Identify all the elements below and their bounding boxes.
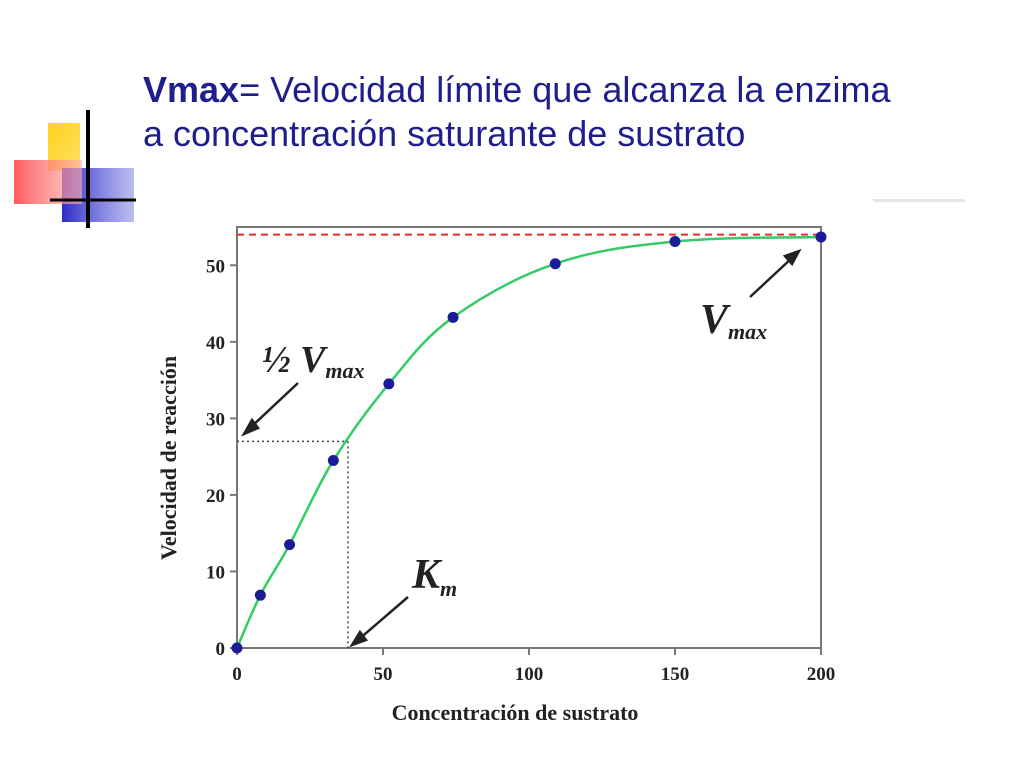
km-main: K — [411, 552, 443, 598]
x-tick-label: 150 — [661, 664, 690, 685]
x-tick-label: 100 — [515, 664, 544, 685]
km-arrowhead — [349, 629, 369, 648]
decorative-squares — [14, 110, 136, 228]
y-axis-label: Velocidad de reacción — [156, 356, 181, 560]
km-subscript: m — [440, 576, 457, 601]
data-point — [284, 539, 296, 551]
data-point — [669, 236, 681, 248]
slide-title: Vmax= Velocidad límite que alcanza la en… — [143, 68, 1003, 156]
half-vmax-arrow — [249, 382, 299, 429]
x-tick-label: 200 — [807, 664, 836, 685]
km-annotation: Km — [411, 552, 457, 601]
half-vmax-annotation: ½ Vmax — [262, 339, 364, 383]
half-vmax-subscript: max — [325, 358, 364, 383]
x-tick-label: 0 — [232, 664, 242, 685]
vmax-arrowhead — [782, 248, 802, 267]
km-arrow — [357, 596, 409, 641]
decorative-line — [873, 199, 965, 202]
half-vmax-prefix: ½ V — [262, 339, 328, 381]
y-tick-label: 20 — [206, 486, 225, 507]
data-point — [383, 378, 395, 390]
title-bold-term: Vmax — [143, 69, 240, 110]
vmax-arrow — [749, 256, 794, 298]
half-vmax-arrowhead — [241, 417, 260, 437]
x-tick-label: 50 — [374, 664, 393, 685]
vmax-subscript: max — [728, 319, 767, 344]
data-point — [231, 642, 243, 654]
y-tick-label: 40 — [206, 333, 225, 354]
vmax-main: V — [700, 297, 731, 343]
plot-frame — [236, 226, 822, 649]
y-tick-label: 10 — [206, 562, 225, 583]
title-line2: a concentración saturante de sustrato — [143, 113, 746, 154]
data-point — [815, 231, 827, 243]
y-tick-label: 30 — [206, 409, 225, 430]
data-point — [254, 589, 266, 601]
y-tick-label: 0 — [216, 639, 226, 660]
x-axis-label: Concentración de sustrato — [392, 700, 639, 725]
title-line1-rest: = Velocidad límite que alcanza la enzima — [239, 69, 891, 110]
vmax-annotation: Vmax — [700, 297, 767, 344]
data-point — [327, 454, 339, 466]
data-point — [447, 311, 459, 323]
data-point — [549, 258, 561, 270]
saturation-curve — [235, 235, 822, 649]
y-tick-label: 50 — [206, 256, 225, 277]
